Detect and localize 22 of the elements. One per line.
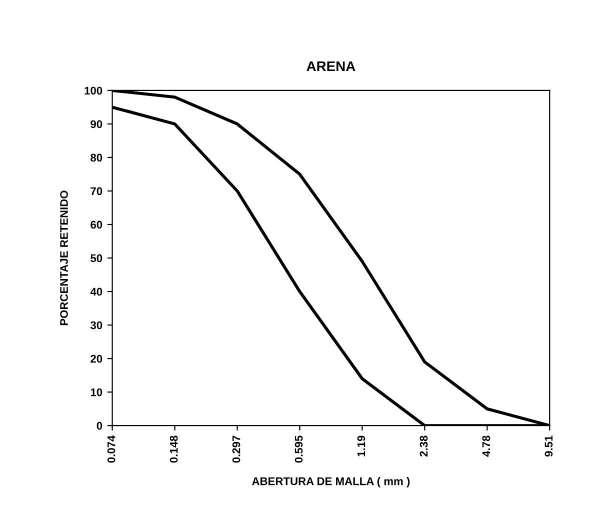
y-axis-title: PORCENTAJE RETENIDO xyxy=(60,190,68,326)
y-tick-label: 0 xyxy=(96,422,102,430)
x-tick-label: 9.51 xyxy=(544,436,553,457)
x-axis-title: ABERTURA DE MALLA ( mm ) xyxy=(252,477,410,488)
y-tick-label: 80 xyxy=(90,154,102,162)
y-tick-label: 30 xyxy=(90,321,102,330)
y-tick-label: 100 xyxy=(84,86,102,95)
y-tick-label: 70 xyxy=(90,187,102,196)
chart-title: ARENA xyxy=(306,61,356,71)
y-tick-label: 90 xyxy=(90,120,102,128)
y-tick-label: 20 xyxy=(90,354,102,363)
y-tick-label: 10 xyxy=(90,388,102,396)
x-tick-label: 1.19 xyxy=(357,436,366,456)
x-tick-label: 0.297 xyxy=(232,436,240,463)
x-tick-label: 4.78 xyxy=(482,436,490,457)
x-tick-label: 2.38 xyxy=(420,436,428,457)
y-tick-label: 60 xyxy=(90,220,102,229)
x-tick-label: 0.148 xyxy=(170,436,178,463)
y-tick-label: 50 xyxy=(90,254,102,262)
x-tick-label: 0.595 xyxy=(294,436,303,463)
y-tick-label: 40 xyxy=(90,288,102,296)
x-tick-label: 0.074 xyxy=(107,435,116,463)
